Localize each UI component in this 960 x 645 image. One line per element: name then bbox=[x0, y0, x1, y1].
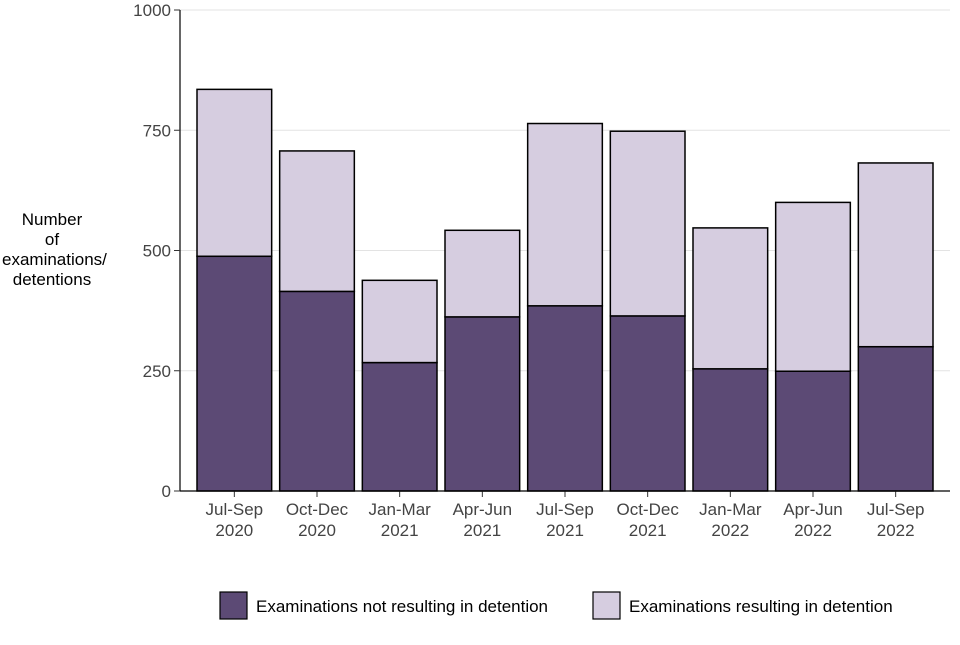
bar-not-detained bbox=[361, 361, 438, 492]
bar-detained bbox=[609, 130, 686, 317]
bar-detained bbox=[444, 229, 521, 318]
x-tick-label: 2021 bbox=[546, 521, 584, 540]
y-tick-label: 0 bbox=[162, 482, 171, 501]
bar-not-detained bbox=[609, 315, 686, 492]
x-tick-label: Jul-Sep bbox=[867, 500, 925, 519]
legend-label: Examinations resulting in detention bbox=[629, 597, 893, 616]
x-tick-label: 2021 bbox=[629, 521, 667, 540]
x-tick-label: 2022 bbox=[794, 521, 832, 540]
x-tick-label: 2020 bbox=[215, 521, 253, 540]
legend-swatch bbox=[219, 591, 248, 620]
bar-detained bbox=[526, 122, 604, 307]
x-tick-label: Oct-Dec bbox=[616, 500, 679, 519]
x-tick-label: 2020 bbox=[298, 521, 336, 540]
x-tick-label: 2021 bbox=[463, 521, 501, 540]
x-tick-label: 2022 bbox=[877, 521, 915, 540]
bar-detained bbox=[692, 227, 769, 370]
y-axis-title-line: of bbox=[44, 230, 60, 249]
bar-not-detained bbox=[278, 290, 356, 492]
legend-label: Examinations not resulting in detention bbox=[256, 597, 548, 616]
bar-detained bbox=[774, 201, 852, 372]
y-axis-title-line: detentions bbox=[12, 270, 92, 289]
bar-not-detained bbox=[857, 345, 934, 492]
bar-not-detained bbox=[526, 305, 604, 492]
x-tick-label: Oct-Dec bbox=[286, 500, 349, 519]
x-tick-label: 2022 bbox=[711, 521, 749, 540]
x-tick-label: Apr-Jun bbox=[783, 500, 843, 519]
legend-swatch bbox=[592, 591, 621, 620]
y-axis-title-line: examinations/ bbox=[2, 250, 107, 269]
bar-not-detained bbox=[692, 368, 769, 492]
bar-not-detained bbox=[196, 255, 273, 492]
x-tick-label: Jul-Sep bbox=[206, 500, 264, 519]
y-tick-label: 250 bbox=[143, 362, 171, 381]
y-tick-label: 500 bbox=[143, 242, 171, 261]
bar-detained bbox=[857, 162, 934, 348]
bar-detained bbox=[196, 88, 273, 258]
x-tick-label: Jul-Sep bbox=[536, 500, 594, 519]
bar-not-detained bbox=[774, 370, 852, 492]
x-tick-label: Jan-Mar bbox=[368, 500, 431, 519]
y-axis-title: Number of examinations/ detentions bbox=[2, 210, 107, 290]
y-tick-label: 1000 bbox=[133, 1, 171, 20]
bar-detained bbox=[361, 279, 438, 364]
x-tick-label: 2021 bbox=[381, 521, 419, 540]
bar-detained bbox=[278, 150, 356, 293]
x-tick-label: Jan-Mar bbox=[699, 500, 762, 519]
y-axis-title-line: Number bbox=[21, 210, 83, 229]
y-tick-label: 750 bbox=[143, 121, 171, 140]
x-tick-label: Apr-Jun bbox=[453, 500, 513, 519]
bar-not-detained bbox=[444, 316, 521, 492]
